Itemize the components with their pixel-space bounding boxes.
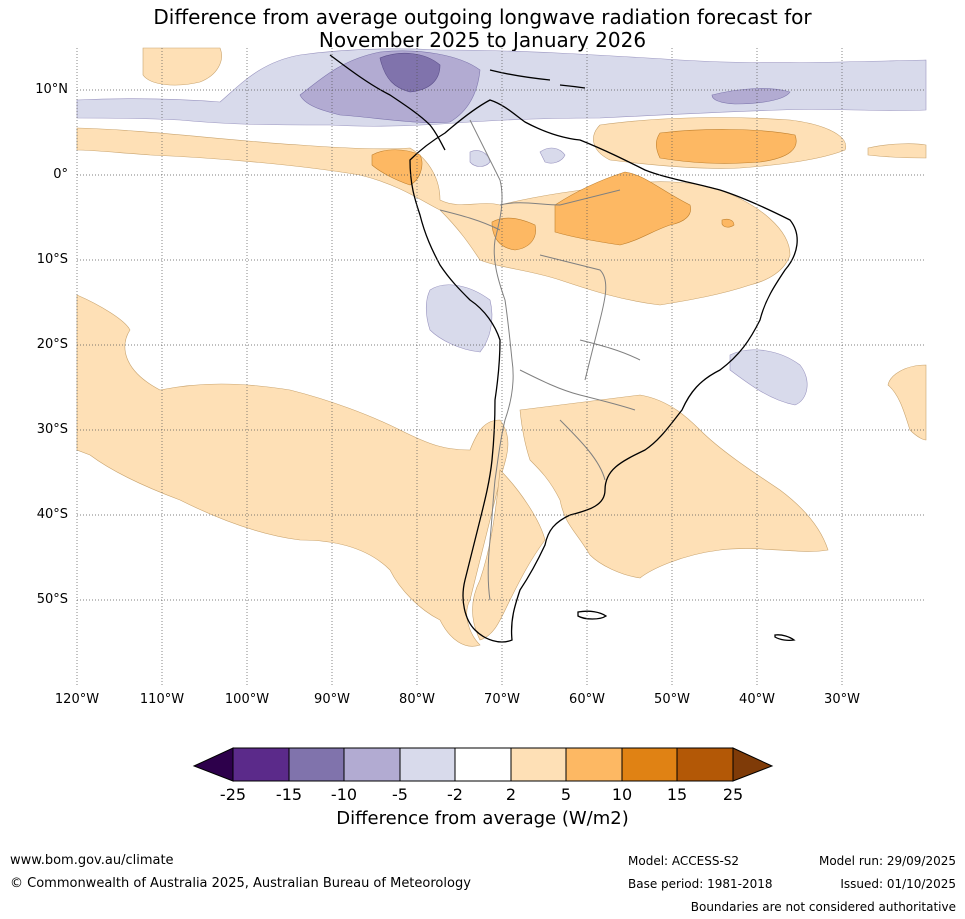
border-amazon [439,189,641,381]
colorbar-extend-low [192,747,234,782]
anomaly-region-strong-positive-guianas [655,129,797,164]
anomaly-region-positive-equatorial-pacific [76,127,791,306]
chart-title-line-2: November 2025 to January 2026 [318,28,647,52]
colorbar-label: Difference from average (W/m2) [336,808,629,829]
footer-disclaimer: Boundaries are not considered authoritat… [690,900,956,914]
footer-model-run: Model run: 29/09/2025 [818,854,956,868]
lon-label-100w: 100°W [224,692,270,707]
country-borders [439,119,641,601]
chart-title-line-1: Difference from average outgoing longwav… [153,5,812,29]
lat-label-0: 0° [53,167,68,182]
colorbar-segment [343,747,401,782]
colorbar [192,747,774,782]
colorbar-segment [454,747,512,782]
anomaly-region-strong-positive-small [721,218,735,228]
anomaly-region-negative-atlantic-band [711,88,791,105]
footer-issued: Issued: 01/10/2025 [840,877,956,891]
colorbar-tick-label: -5 [392,785,408,804]
colorbar-tick-label: 5 [560,785,572,804]
colorbar-segment [288,747,345,782]
border-andes [469,119,514,601]
colorbar-tick-label: 15 [666,785,688,804]
footer-model: Model: ACCESS-S2 [628,854,740,868]
lat-label-10s: 10°S [36,252,68,267]
lon-label-40w: 40°W [739,692,775,707]
coastline-falklands [577,610,608,620]
colorbar-segment [510,747,567,782]
colorbar-segment [676,747,734,782]
anomaly-region-negative-chile-coast [425,284,493,353]
anomaly-region-negative-north-pacific [76,48,927,127]
coastline-south-georgia [774,634,796,642]
anomaly-region-strong-positive-amazon [554,171,691,246]
colorbar-tick-label: -15 [275,785,303,804]
colorbar-tick-label: -2 [447,785,463,804]
lon-label-30w: 30°W [824,692,860,707]
footer-base-period: Base period: 1981-2018 [628,877,773,891]
border-argentina [519,369,636,481]
anomaly-region-strong-positive-peru [491,217,536,251]
lat-label-50s: 50°S [36,592,68,607]
lon-label-80w: 80°W [399,692,435,707]
colorbar-tick-label: -25 [219,785,247,804]
lat-label-30s: 30°S [36,422,68,437]
colorbar-segment [565,747,623,782]
colorbar-tick-label: -10 [330,785,358,804]
anomaly-region-positive-east-atlantic [867,143,927,159]
colorbar-extend-high [732,747,774,782]
lon-label-90w: 90°W [314,692,350,707]
anomaly-region-positive-caribbean [142,47,222,86]
lat-label-40s: 40°S [36,507,68,522]
anomaly-region-positive-southwest-pacific [76,294,509,647]
anomaly-region-strong-negative-central-america [379,53,441,93]
anomaly-region-positive-southern-patagonia [472,469,546,641]
anomaly-region-strong-positive-colombia-coast [371,149,423,186]
footer-website: www.bom.gov.au/climate [10,853,174,868]
anomaly-region-positive-south-atlantic [519,394,829,579]
colorbar-segment [621,747,678,782]
lon-label-50w: 50°W [654,692,690,707]
anomaly-region-negative-pacific-patch [469,150,491,167]
coastline-south-america [409,99,798,643]
anomaly-field [76,47,927,647]
anomaly-region-negative-venezuela [539,147,566,164]
colorbar-segment [232,747,290,782]
footer-copyright: © Commonwealth of Australia 2025, Austra… [10,876,471,891]
colorbar-segment [399,747,456,782]
lat-label-20s: 20°S [36,337,68,352]
lat-label-10n: 10°N [35,82,68,97]
colorbar-tick-label: 10 [611,785,633,804]
graticule [76,48,926,685]
coastline-caribbean-islands [489,69,586,89]
anomaly-region-positive-east-south-atlantic [887,364,927,441]
colorbar-tick-label: 25 [722,785,744,804]
coastline-central-america [329,54,446,151]
lon-label-110w: 110°W [139,692,185,707]
lon-label-60w: 60°W [569,692,605,707]
lon-label-120w: 120°W [54,692,100,707]
lon-label-70w: 70°W [484,692,520,707]
anomaly-region-negative-brazil-coast [729,349,808,406]
colorbar-tick-label: 2 [505,785,517,804]
coastlines [329,54,798,643]
